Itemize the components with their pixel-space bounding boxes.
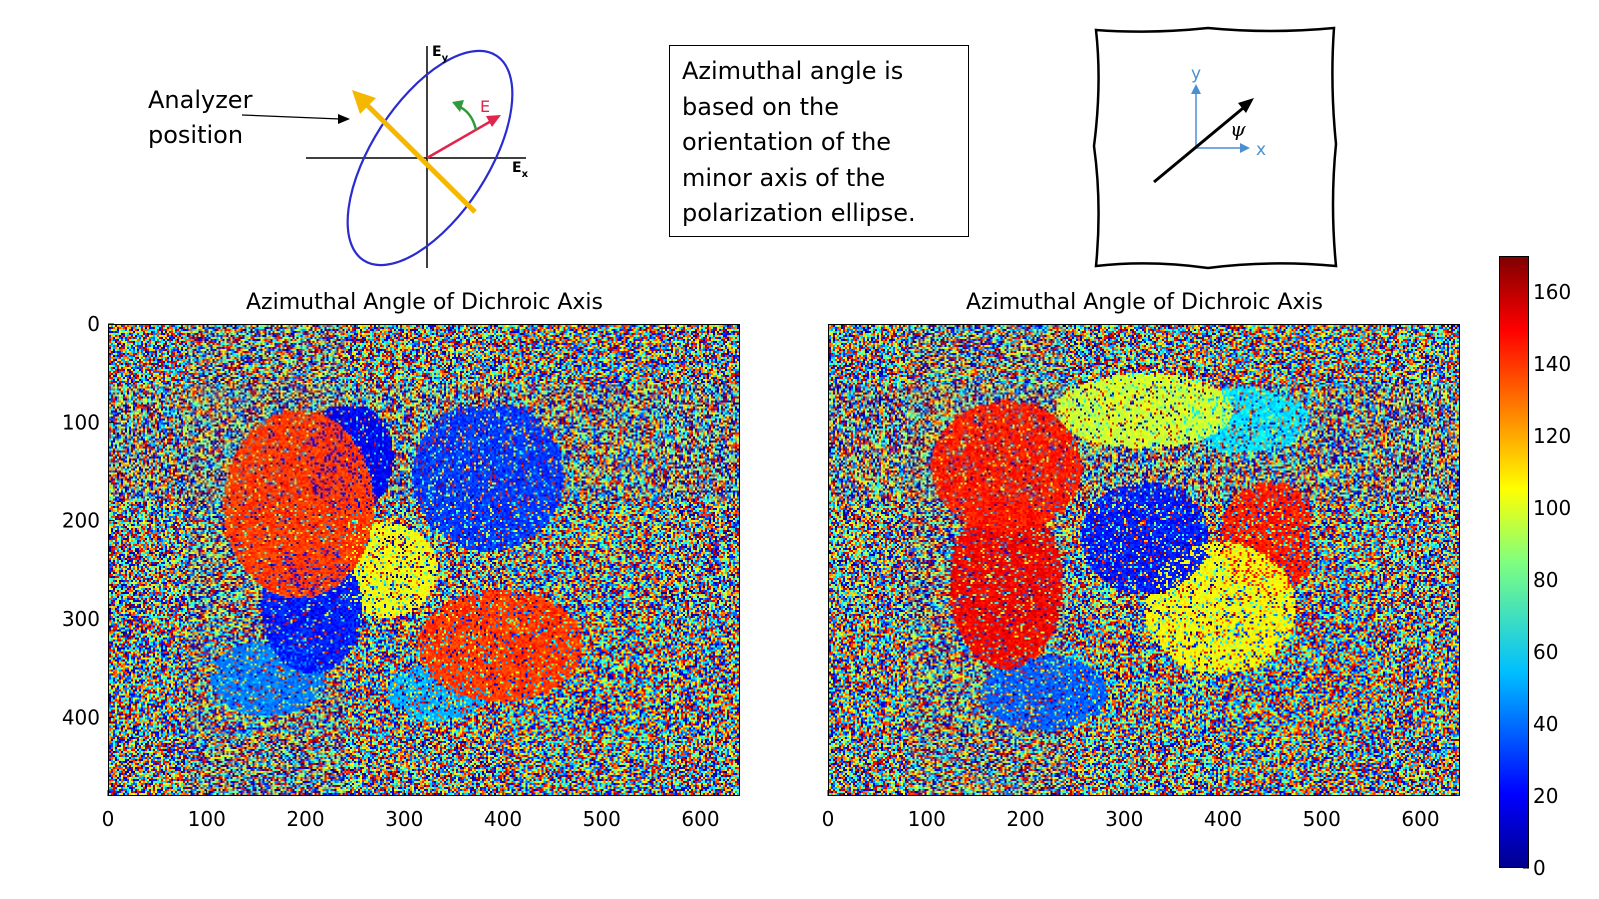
psi-label: ψ <box>1230 117 1246 141</box>
ex-label: Ex <box>512 160 529 180</box>
x-tick-label: 500 <box>583 807 621 831</box>
analyzer-label: Analyzer position <box>148 83 252 153</box>
analyzer-line-2: position <box>148 121 244 149</box>
heatmap-2 <box>828 324 1460 796</box>
info-line: polarization ellipse. <box>682 199 916 227</box>
sample-frame-diagram: y x ψ <box>1092 26 1338 270</box>
sample-outline <box>1092 26 1338 270</box>
analyzer-line-1: Analyzer <box>148 86 253 114</box>
colorbar-tick-label: 40 <box>1533 712 1558 736</box>
info-line: based on the <box>682 92 839 121</box>
y-tick-label: 300 <box>62 607 100 631</box>
chart-2-title: Azimuthal Angle of Dichroic Axis <box>966 290 1323 315</box>
colorbar-tick-label: 140 <box>1533 352 1571 376</box>
x-tick-label: 100 <box>908 807 946 831</box>
x-tick-label: 300 <box>385 807 423 831</box>
colorbar <box>1499 256 1529 868</box>
e-vector-head <box>486 115 501 127</box>
x-tick-label: 500 <box>1303 807 1341 831</box>
rotation-arrowhead <box>452 100 464 112</box>
colorbar-tick-label: 100 <box>1533 496 1571 520</box>
ey-label: Ey <box>432 44 449 64</box>
polarization-ellipse <box>346 49 514 267</box>
analyzer-pointer-arrow <box>241 114 350 124</box>
colorbar-tick-label: 120 <box>1533 424 1571 448</box>
analyzer-arrowhead <box>352 90 376 114</box>
heatmap-2-canvas <box>829 325 1459 795</box>
colorbar-tick-label: 0 <box>1533 856 1546 880</box>
colorbar-tick-label: 80 <box>1533 568 1558 592</box>
polarization-diagram: Ey Ex E <box>306 44 529 268</box>
x-tick-label: 400 <box>1204 807 1242 831</box>
psi-arrow <box>1153 102 1249 184</box>
x-tick-label: 0 <box>822 807 835 831</box>
info-line: Azimuthal angle is <box>682 57 904 85</box>
chart-1-title: Azimuthal Angle of Dichroic Axis <box>246 290 603 315</box>
x-tick-label: 400 <box>484 807 522 831</box>
x-tick-label: 200 <box>286 807 324 831</box>
analyzer-arrow <box>360 98 477 214</box>
colorbar-tick-label: 160 <box>1533 280 1571 304</box>
y-tick-label: 0 <box>87 312 100 336</box>
frame-x-label: x <box>1256 140 1266 160</box>
colorbar-tick-label: 60 <box>1533 640 1558 664</box>
heatmap-1-canvas <box>109 325 739 795</box>
info-text-box: Azimuthal angle is based on the orientat… <box>669 45 969 237</box>
e-vector <box>426 118 494 160</box>
colorbar-tick-label: 20 <box>1533 784 1558 808</box>
y-tick-label: 400 <box>62 705 100 729</box>
x-tick-label: 100 <box>188 807 226 831</box>
frame-y-label: y <box>1191 64 1201 84</box>
x-tick-label: 300 <box>1105 807 1143 831</box>
info-line: orientation of the <box>682 128 892 156</box>
x-tick-label: 600 <box>1401 807 1439 831</box>
x-tick-label: 0 <box>102 807 115 831</box>
y-tick-label: 100 <box>62 410 100 434</box>
info-line: minor axis of the <box>682 163 886 192</box>
heatmap-1 <box>108 324 740 796</box>
y-tick-label: 200 <box>62 509 100 533</box>
x-tick-label: 200 <box>1006 807 1044 831</box>
e-label: E <box>480 97 490 116</box>
x-tick-label: 600 <box>681 807 719 831</box>
